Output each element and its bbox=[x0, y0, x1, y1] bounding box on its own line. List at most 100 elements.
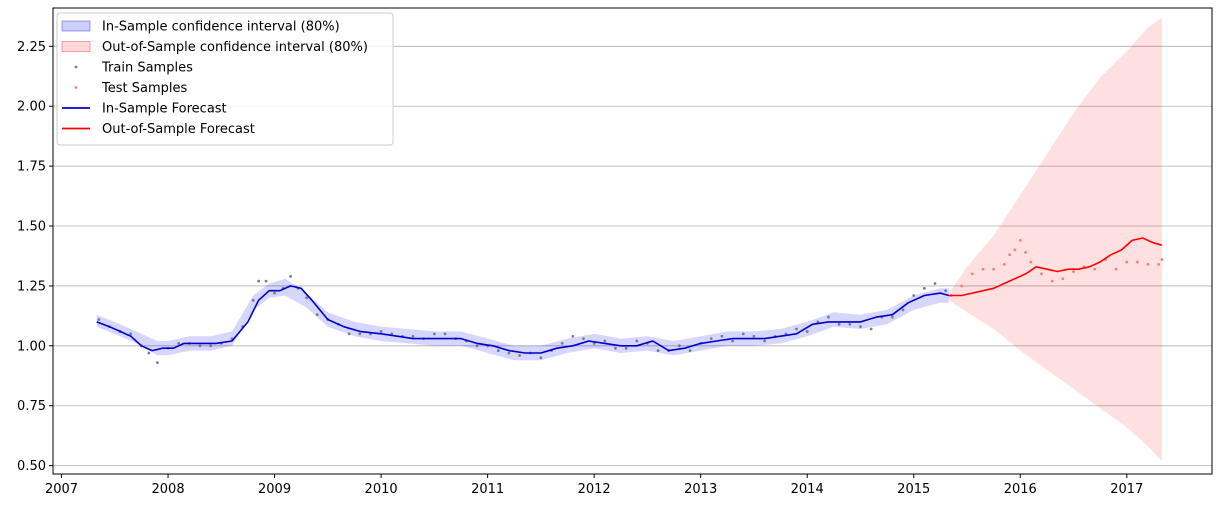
sample-point bbox=[1136, 260, 1139, 264]
sample-point bbox=[709, 337, 713, 341]
sample-point bbox=[901, 308, 905, 312]
sample-point bbox=[1018, 239, 1022, 242]
sample-point bbox=[432, 332, 436, 336]
y-tick-label: 1.50 bbox=[17, 220, 46, 235]
sample-point bbox=[1040, 272, 1043, 276]
sample-point bbox=[960, 284, 964, 288]
legend-label: In-Sample confidence interval (80%) bbox=[102, 20, 340, 35]
sample-point bbox=[837, 322, 841, 326]
sample-point bbox=[741, 332, 745, 336]
legend-label: In-Sample Forecast bbox=[102, 102, 227, 117]
sample-point bbox=[539, 356, 543, 360]
legend-label: Train Samples bbox=[101, 61, 193, 76]
x-tick-label: 2015 bbox=[897, 482, 930, 497]
sample-point bbox=[731, 339, 735, 343]
sample-point bbox=[1160, 258, 1164, 261]
sample-point bbox=[981, 267, 985, 271]
sample-point bbox=[147, 351, 151, 355]
x-tick-label: 2008 bbox=[152, 482, 185, 497]
axes: 2007 2008 2009 2010 2011 2012 2013 2014 2015 2016… bbox=[17, 40, 1143, 497]
sample-point bbox=[1093, 267, 1097, 271]
sample-point bbox=[891, 315, 894, 319]
sample-point bbox=[827, 315, 830, 319]
sample-point bbox=[264, 279, 268, 283]
sample-point bbox=[177, 342, 181, 345]
x-tick-label: 2014 bbox=[791, 482, 824, 497]
sample-point bbox=[518, 354, 521, 357]
sample-point bbox=[257, 279, 260, 283]
sample-point bbox=[933, 282, 937, 285]
sample-point bbox=[635, 339, 639, 343]
x-tick-label: 2013 bbox=[684, 482, 717, 497]
legend-marker bbox=[74, 86, 78, 89]
sample-point bbox=[560, 342, 564, 345]
legend-label: Out-of-Sample Forecast bbox=[102, 122, 255, 137]
x-tick-label: 2016 bbox=[1004, 482, 1037, 497]
x-tick-label: 2009 bbox=[258, 482, 291, 497]
sample-point bbox=[720, 334, 724, 338]
sample-point bbox=[795, 327, 798, 331]
sample-point bbox=[305, 296, 308, 300]
forecast-line-5 bbox=[948, 237, 1163, 297]
sample-point bbox=[677, 344, 681, 348]
sample-point bbox=[155, 361, 159, 364]
legend-swatch bbox=[61, 41, 91, 52]
sample-point bbox=[507, 351, 511, 355]
sample-point bbox=[869, 327, 873, 331]
sample-point bbox=[944, 289, 948, 293]
y-tick-label: 1.75 bbox=[17, 160, 46, 175]
sample-point bbox=[816, 320, 820, 324]
x-tick-label: 2010 bbox=[365, 482, 398, 497]
sample-point bbox=[315, 313, 319, 317]
sample-point bbox=[1029, 260, 1033, 264]
sample-point bbox=[614, 346, 617, 350]
sample-point bbox=[582, 337, 585, 341]
sample-point bbox=[1013, 248, 1017, 252]
confidence-band-0 bbox=[96, 278, 949, 361]
confidence-band-1 bbox=[948, 17, 1162, 461]
sample-point bbox=[624, 346, 628, 350]
sample-point bbox=[289, 274, 292, 278]
sample-point bbox=[97, 318, 101, 321]
sample-point bbox=[970, 272, 974, 276]
sample-point bbox=[1002, 262, 1006, 266]
y-tick-label: 0.75 bbox=[17, 399, 46, 414]
sample-point bbox=[496, 349, 500, 353]
x-tick-label: 2017 bbox=[1110, 482, 1143, 497]
sample-point bbox=[688, 349, 692, 353]
sample-point bbox=[848, 322, 852, 326]
x-tick-label: 2011 bbox=[471, 482, 504, 497]
sample-point bbox=[752, 334, 756, 338]
sample-point bbox=[1061, 277, 1065, 281]
plot-frame bbox=[52, 7, 1213, 475]
x-tick-label: 2007 bbox=[45, 482, 78, 497]
sample-point bbox=[805, 330, 809, 333]
sample-point bbox=[347, 332, 351, 336]
sample-point bbox=[992, 267, 996, 271]
forecast-lines bbox=[96, 237, 1163, 354]
sample-point bbox=[1114, 267, 1118, 271]
sample-point bbox=[592, 342, 596, 345]
sample-point bbox=[656, 349, 660, 353]
sample-point bbox=[1157, 262, 1161, 266]
sample-point bbox=[763, 339, 766, 343]
sample-point bbox=[912, 294, 916, 297]
y-tick-label: 1.25 bbox=[17, 279, 46, 294]
sample-point bbox=[1024, 250, 1027, 254]
y-tick-label: 0.50 bbox=[17, 459, 46, 474]
sample-point bbox=[129, 332, 133, 336]
forecast-line-4 bbox=[96, 285, 950, 354]
legend-swatch bbox=[61, 20, 91, 32]
sample-point bbox=[358, 332, 362, 336]
y-tick-label: 2.00 bbox=[17, 100, 46, 115]
sample-point bbox=[1146, 262, 1150, 266]
sample-point bbox=[273, 291, 276, 295]
legend-marker bbox=[74, 65, 78, 69]
legend: In-Sample confidence interval (80%) Out-o… bbox=[56, 12, 394, 146]
sample-point bbox=[1050, 279, 1054, 283]
sample-point bbox=[603, 339, 607, 343]
sample-point bbox=[1072, 270, 1075, 273]
legend-label: Out-of-Sample confidence interval (80%) bbox=[102, 40, 368, 55]
